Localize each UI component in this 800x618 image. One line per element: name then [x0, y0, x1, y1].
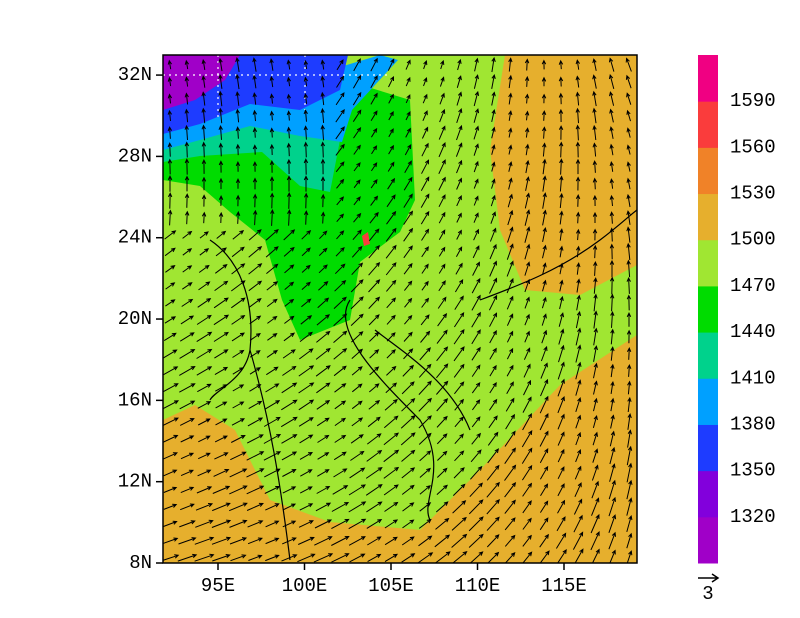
grid-dots: [163, 55, 390, 120]
colorbar-swatch: [698, 378, 718, 425]
colorbar-swatch: [698, 193, 718, 241]
region-1320-1350: [163, 55, 240, 110]
colorbar-label: 1380: [730, 413, 776, 435]
colorbar-swatch: [698, 239, 718, 287]
map-frame: [162, 54, 638, 564]
coastline: [209, 209, 637, 561]
colorbar: 1320 1350 1380 1410 1440 1470 1500 1530 1560 1590: [698, 55, 776, 564]
colorbar-label: 1350: [730, 460, 776, 482]
colorbar-swatch: [698, 332, 718, 379]
contour-fill: [163, 55, 637, 563]
lat-tick-label: 32N: [118, 64, 152, 86]
colorbar-label: 1530: [730, 183, 776, 205]
colorbar-label: 1410: [730, 367, 776, 389]
lat-tick-label: 16N: [118, 389, 152, 411]
lon-tick-label: 95E: [201, 575, 235, 597]
wind-arrows: [163, 56, 633, 563]
lat-tick-label: 28N: [118, 145, 152, 167]
colorbar-label: 1560: [730, 136, 776, 158]
colorbar-swatch: [698, 424, 718, 472]
lon-tick-label: 115E: [541, 575, 587, 597]
colorbar-label: 1320: [730, 506, 776, 528]
lon-tick-label: 100E: [282, 575, 328, 597]
lon-tick-label: 110E: [455, 575, 501, 597]
colorbar-swatch: [698, 516, 718, 564]
vector-reference: 3: [698, 573, 720, 605]
colorbar-swatch: [698, 101, 718, 148]
colorbar-label: 1440: [730, 321, 776, 343]
lat-tick-label: 24N: [118, 227, 152, 249]
reference-label: 3: [702, 583, 713, 605]
colorbar-swatch: [698, 55, 718, 102]
colorbar-label: 1470: [730, 275, 776, 297]
region-1560-1590: [362, 232, 370, 246]
colorbar-swatch: [698, 470, 718, 518]
colorbar-label: 1590: [730, 90, 776, 112]
lat-tick-label: 12N: [118, 471, 152, 493]
lat-tick-label: 8N: [129, 552, 152, 574]
colorbar-swatch: [698, 147, 718, 195]
wind-vectors: [163, 56, 633, 563]
lon-tick-label: 105E: [368, 575, 414, 597]
colorbar-label: 1500: [730, 229, 776, 251]
reference-arrow: [698, 573, 720, 583]
lat-tick-label: 20N: [118, 308, 152, 330]
colorbar-swatch: [698, 285, 718, 333]
